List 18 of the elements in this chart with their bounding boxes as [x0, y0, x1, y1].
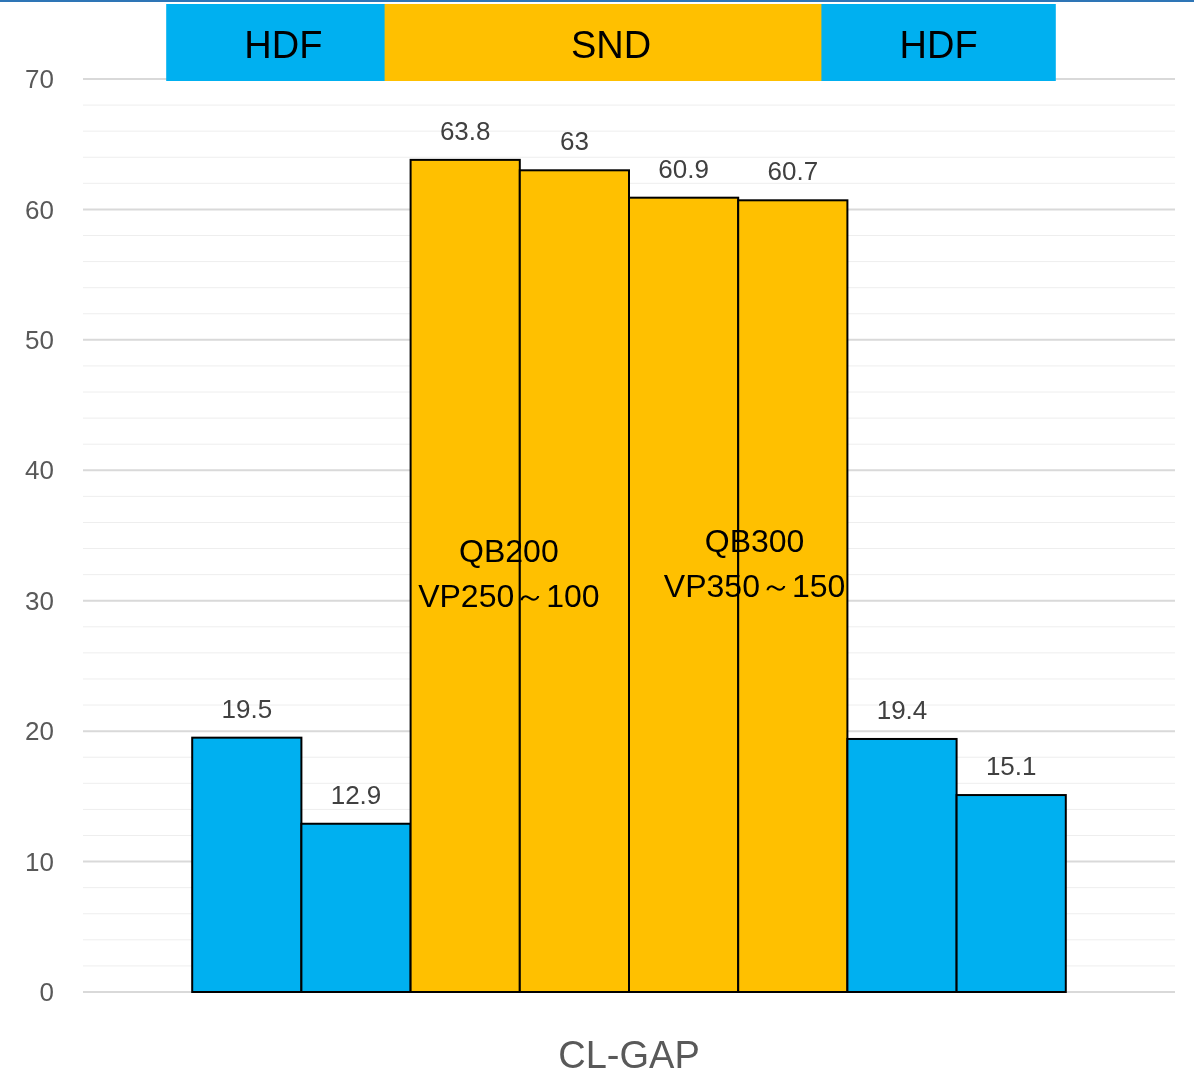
data-label: 15.1: [985, 751, 1037, 782]
y-tick-label: 40: [25, 455, 54, 486]
data-label: 19.5: [221, 693, 273, 724]
data-label: 60.9: [658, 153, 709, 184]
y-tick-label: 10: [25, 846, 54, 877]
y-tick-label: 30: [25, 585, 54, 616]
y-tick-label: 60: [25, 194, 54, 225]
x-axis-title: CL-GAP: [558, 1034, 700, 1073]
data-label: 19.4: [876, 694, 928, 725]
data-label: 12.9: [330, 779, 382, 810]
y-tick-label: 50: [25, 324, 54, 355]
y-tick-label: 20: [25, 716, 54, 747]
data-label: 63.8: [439, 115, 491, 146]
data-label: 63: [559, 126, 589, 157]
header-tag: HDF: [821, 4, 1056, 81]
y-tick-label: 0: [39, 977, 54, 1008]
y-tick-label: 70: [25, 64, 54, 95]
data-label: 60.7: [767, 156, 819, 187]
